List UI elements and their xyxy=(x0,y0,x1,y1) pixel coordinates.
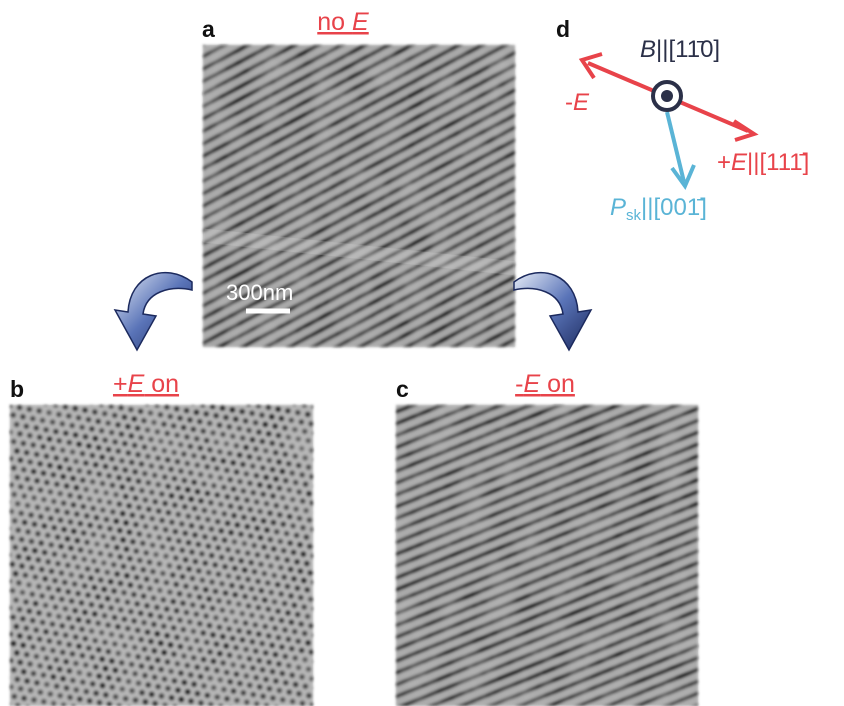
curved-arrow-left xyxy=(115,273,192,350)
text-segment: ||[001̄] xyxy=(641,194,707,221)
panel-label: c xyxy=(396,376,409,402)
panel-title: +E on xyxy=(113,370,179,398)
panel-title: no E xyxy=(317,8,369,36)
minus-e-label: -E xyxy=(565,89,590,116)
text-segment: ||[111̄] xyxy=(747,149,809,176)
text-segment: on xyxy=(144,370,179,398)
text-segment: B xyxy=(640,36,656,63)
text-segment: P xyxy=(610,194,626,221)
scale-label: 300nm xyxy=(226,280,293,305)
text-segment: + xyxy=(113,370,128,398)
text-segment: ||[11̄0] xyxy=(656,36,720,63)
polarization-label: Psk||[001̄] xyxy=(610,194,707,224)
micrograph-c xyxy=(396,405,698,706)
field-label: B||[11̄0] xyxy=(640,36,720,63)
text-segment: on xyxy=(540,370,575,398)
panel-label: d xyxy=(556,16,570,42)
text-segment: no xyxy=(317,8,352,36)
panel-title: -E on xyxy=(515,370,575,398)
text-segment: E xyxy=(573,89,590,116)
text-segment: + xyxy=(717,149,731,176)
panel-label: b xyxy=(10,376,24,402)
plus-e-label: +E||[111̄] xyxy=(717,149,809,176)
text-segment: E xyxy=(731,149,748,176)
text-segment: - xyxy=(565,89,573,116)
text-segment: E xyxy=(523,370,540,398)
panel-label: a xyxy=(202,16,215,42)
text-segment: - xyxy=(515,370,523,398)
text-segment: E xyxy=(128,370,145,398)
figure: 300nm a no E b +E on c -E on d B||[11̄0]… xyxy=(0,0,844,706)
text-segment: sk xyxy=(626,207,642,224)
curved-arrow-right xyxy=(514,273,591,350)
micrograph-b xyxy=(10,405,313,706)
text-segment: E xyxy=(352,8,369,36)
